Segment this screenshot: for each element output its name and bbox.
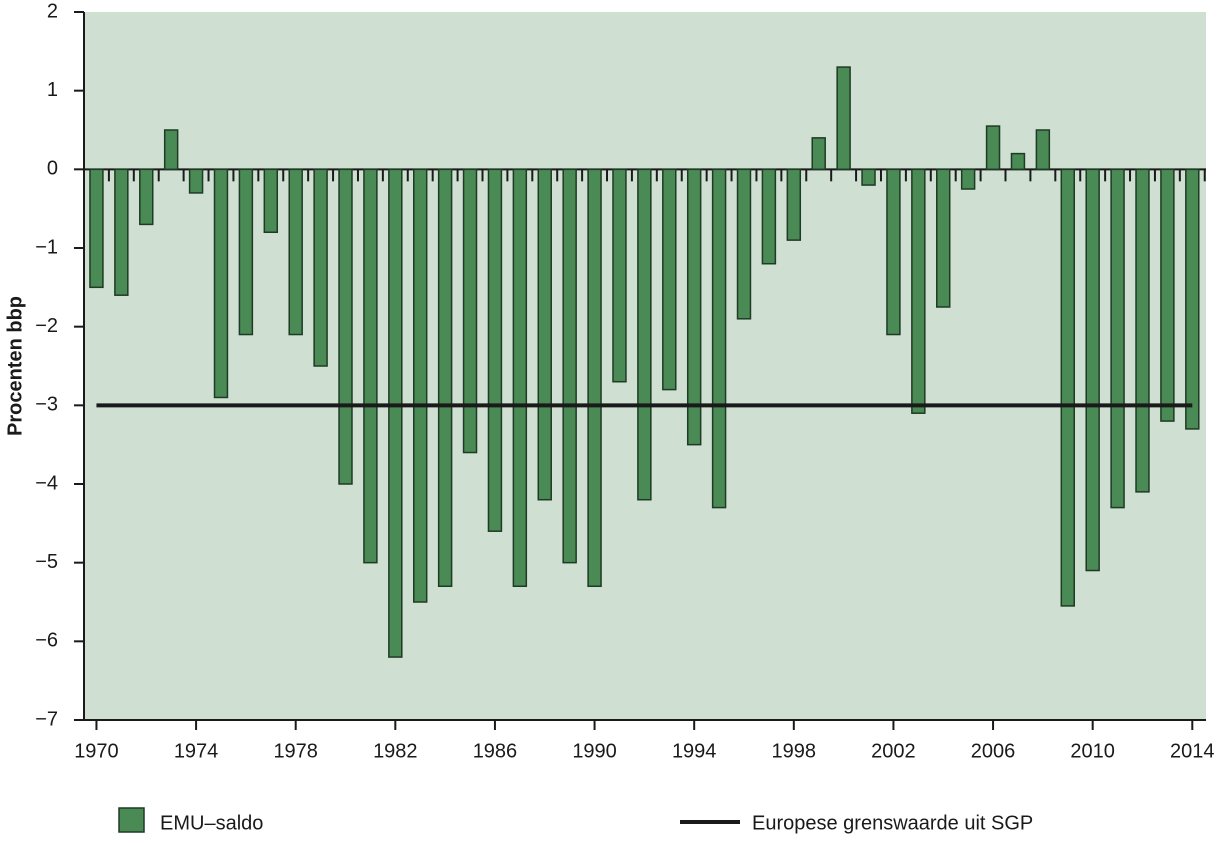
y-tick-label: −1 [35,236,58,258]
bar [886,168,901,336]
x-tick-label: 1986 [473,740,518,762]
bar [861,168,876,186]
x-tick-label: 2010 [1070,740,1115,762]
bar [487,168,503,532]
bar [811,137,826,171]
bar [537,168,552,501]
y-tick-label: 0 [47,158,58,180]
x-tick-label: 2006 [971,740,1016,762]
y-tick-label: 1 [47,79,58,101]
bar [1035,129,1051,171]
x-tick-label: 1974 [174,740,219,762]
bar [736,168,752,320]
bar [587,168,602,588]
bar [960,168,976,190]
x-tick-label: 1978 [273,740,318,762]
bar [238,168,254,336]
bar [1110,168,1125,509]
bar [711,168,727,509]
x-tick-label: 1990 [572,740,617,762]
bar [1085,168,1100,572]
bar [1160,168,1175,422]
bar [836,66,851,171]
y-tick-label: −7 [35,708,58,730]
bar [139,168,154,226]
bar [1185,168,1200,430]
y-tick-label: −5 [35,551,58,573]
bar [786,168,802,241]
bar [313,168,328,367]
bar [637,168,652,501]
bar [1010,152,1026,171]
x-tick-label: 2014 [1170,740,1215,762]
bar [288,168,303,336]
bar [462,168,478,454]
bar [363,168,378,564]
bar [338,168,353,485]
bar [612,168,627,383]
bar [562,168,577,564]
y-tick-label: −3 [35,394,58,416]
bar [686,168,702,446]
bar [188,168,204,194]
x-tick-label: 1994 [672,740,717,762]
bar [163,129,179,171]
x-tick-label: 1998 [772,740,817,762]
bar [662,168,677,391]
bar [388,168,403,658]
bar [89,168,104,289]
bar [1135,168,1150,493]
bar [1060,168,1075,607]
y-tick-label: −6 [35,630,58,652]
y-tick-label: 2 [47,0,58,22]
x-tick-label: 1982 [373,740,418,762]
bar [263,168,279,234]
bar [413,168,428,603]
x-tick-label: 2002 [871,740,916,762]
bar [985,125,1001,171]
bar [114,168,129,296]
x-tick-label: 1970 [74,740,119,762]
y-axis-label: Procenten bbp [4,296,26,436]
y-tick-label: −2 [35,315,58,337]
bar [936,168,951,308]
bar [213,168,229,399]
legend-label: Europese grenswaarde uit SGP [752,812,1033,834]
bar [761,168,777,265]
bar [911,168,926,414]
legend-label: EMU–saldo [160,812,263,834]
bar [512,168,528,588]
y-tick-label: −4 [35,472,58,494]
bar [437,168,453,588]
legend-swatch [118,807,145,833]
